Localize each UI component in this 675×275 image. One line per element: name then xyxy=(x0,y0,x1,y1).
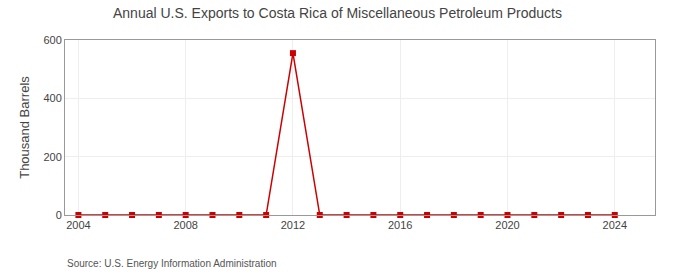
svg-text:Thousand Barrels: Thousand Barrels xyxy=(17,76,32,179)
svg-text:2016: 2016 xyxy=(388,219,412,231)
svg-text:Source: U.S. Energy Informatio: Source: U.S. Energy Information Administ… xyxy=(67,258,277,269)
svg-text:2008: 2008 xyxy=(173,219,197,231)
svg-text:400: 400 xyxy=(43,92,61,104)
svg-text:600: 600 xyxy=(43,34,61,46)
svg-text:2020: 2020 xyxy=(495,219,519,231)
svg-text:200: 200 xyxy=(43,151,61,163)
svg-text:2024: 2024 xyxy=(603,219,627,231)
svg-text:2012: 2012 xyxy=(281,219,305,231)
svg-text:2004: 2004 xyxy=(66,219,90,231)
svg-text:Annual U.S. Exports to Costa R: Annual U.S. Exports to Costa Rica of Mis… xyxy=(113,5,562,21)
svg-text:0: 0 xyxy=(56,209,62,221)
